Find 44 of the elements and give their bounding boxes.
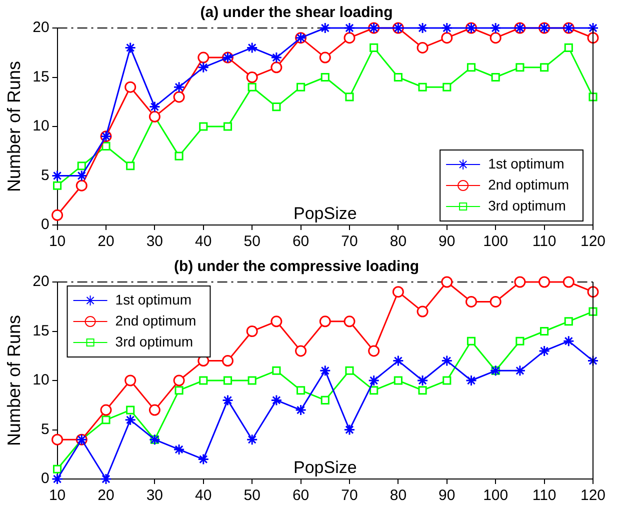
- x-tick-label: 40: [195, 487, 212, 504]
- chart-title: (a) under the shear loading: [200, 4, 393, 22]
- y-tick-label: 10: [32, 118, 50, 135]
- legend-label: 2nd optimum: [115, 312, 196, 328]
- y-tick-label: 5: [40, 166, 50, 184]
- y-tick-label: 0: [40, 216, 50, 234]
- y-axis-title: Number of Runs: [4, 314, 24, 446]
- y-tick-label: 20: [32, 273, 50, 290]
- x-tick-label: 60: [292, 233, 310, 250]
- x-tick-label: 70: [341, 233, 358, 250]
- legend-label: 1st optimum: [488, 155, 564, 172]
- x-tick-label: 20: [98, 233, 114, 250]
- y-tick-label: 5: [40, 420, 50, 438]
- x-tick-label: 90: [438, 233, 456, 250]
- x-tick-label: 50: [244, 487, 260, 504]
- y-axis-title: Number of Runs: [4, 60, 24, 192]
- y-tick-label: 15: [32, 322, 50, 340]
- x-tick-label: 80: [390, 487, 407, 504]
- x-tick-label: 110: [532, 233, 556, 250]
- x-tick-label: 80: [390, 233, 407, 250]
- legend-label: 3rd optimum: [488, 197, 566, 214]
- y-tick-label: 10: [32, 372, 50, 389]
- x-tick-label: 30: [146, 233, 164, 250]
- x-tick-label: 70: [341, 487, 358, 504]
- x-tick-label: 50: [244, 233, 260, 250]
- chart-title: (b) under the compressive loading: [174, 258, 420, 276]
- legend-label: 2nd optimum: [488, 176, 570, 192]
- x-tick-label: 30: [146, 487, 164, 504]
- x-axis-title: PopSize: [293, 458, 357, 478]
- legend-label: 1st optimum: [115, 291, 192, 308]
- x-tick-label: 120: [580, 233, 606, 250]
- x-axis-title: PopSize: [293, 204, 357, 224]
- legend-label: 3rd optimum: [115, 333, 194, 350]
- x-tick-label: 40: [195, 233, 212, 250]
- x-tick-label: 110: [532, 487, 556, 504]
- x-tick-label: 100: [483, 233, 508, 250]
- x-tick-label: 20: [98, 487, 114, 504]
- y-tick-label: 20: [32, 19, 50, 36]
- y-tick-label: 15: [32, 68, 50, 86]
- x-tick-label: 100: [483, 487, 508, 504]
- x-tick-label: 60: [292, 487, 310, 504]
- y-tick-label: 0: [40, 470, 50, 488]
- x-tick-label: 120: [580, 487, 606, 504]
- x-tick-label: 90: [438, 487, 456, 504]
